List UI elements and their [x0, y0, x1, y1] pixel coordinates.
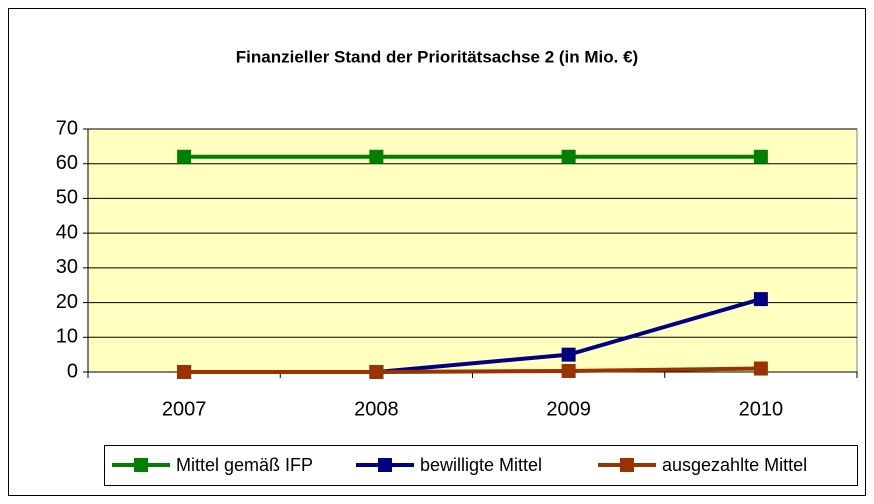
series-line — [184, 366, 761, 374]
legend-label: Mittel gemäß IFP — [176, 455, 313, 475]
data-point — [369, 365, 384, 379]
y-tick-label: 20 — [56, 291, 78, 313]
y-tick-label: 10 — [56, 326, 78, 348]
data-point — [753, 149, 768, 164]
legend-marker — [134, 458, 148, 472]
x-tick-label: 2008 — [354, 398, 399, 420]
y-tick-label: 50 — [56, 187, 78, 209]
data-point — [753, 292, 768, 307]
y-tick-label: 30 — [56, 256, 78, 278]
data-point — [177, 365, 192, 379]
data-point — [753, 361, 768, 376]
x-tick-label: 2009 — [546, 398, 591, 420]
legend-label: bewilligte Mittel — [420, 455, 542, 475]
legend-marker — [378, 458, 392, 472]
legend-box — [104, 445, 858, 486]
data-point — [561, 347, 576, 362]
legend-marker — [620, 458, 634, 472]
chart-title: Finanzieller Stand der Prioritätsachse 2… — [236, 47, 638, 66]
x-tick-label: 2007 — [162, 398, 207, 420]
y-tick-label: 40 — [56, 221, 78, 243]
y-tick-label: 60 — [56, 152, 78, 174]
data-point — [369, 149, 384, 164]
y-tick-label: 70 — [56, 117, 78, 139]
x-tick-label: 2010 — [739, 398, 784, 420]
legend-label: ausgezahlte Mittel — [662, 455, 807, 475]
data-point — [177, 149, 192, 164]
plot-area — [87, 128, 858, 373]
data-point — [561, 363, 576, 378]
data-point — [561, 149, 576, 164]
y-tick-label: 0 — [67, 360, 78, 382]
